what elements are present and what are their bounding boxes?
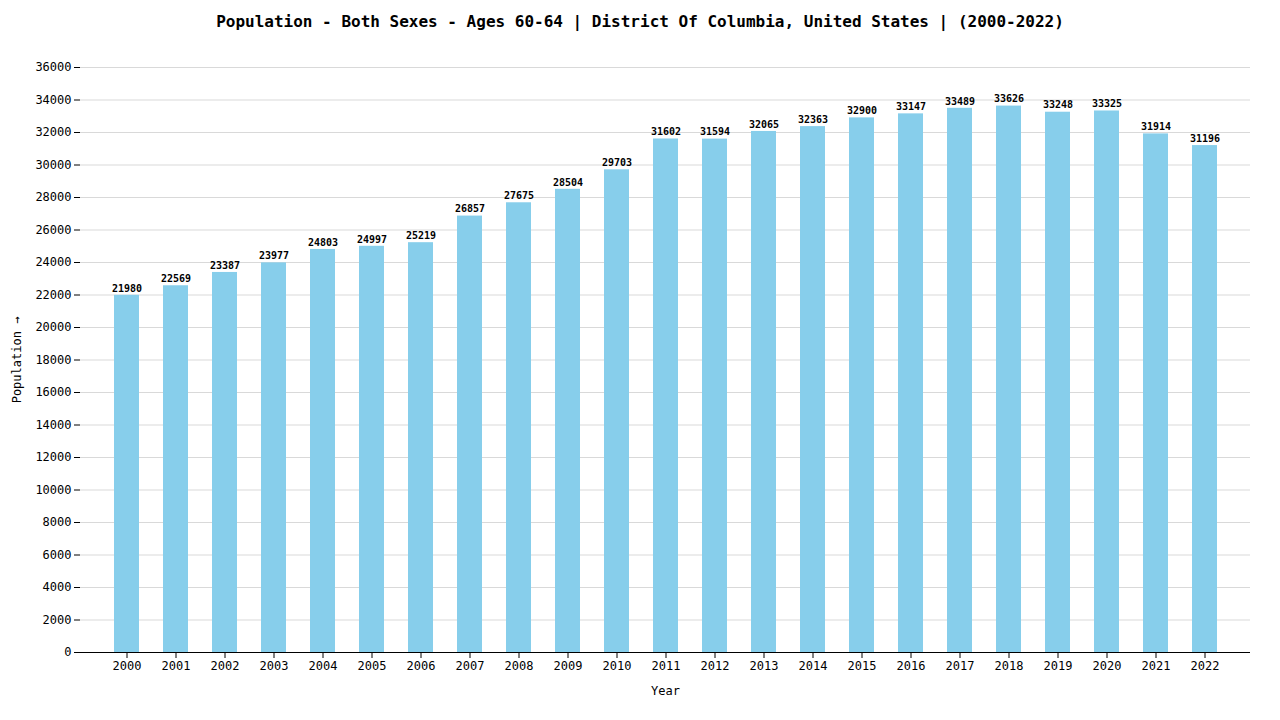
- svg-text:24803: 24803: [308, 237, 338, 248]
- svg-text:2006: 2006: [407, 659, 436, 673]
- svg-text:2004: 2004: [309, 659, 338, 673]
- svg-text:27675: 27675: [504, 190, 534, 201]
- svg-text:18000: 18000: [35, 353, 71, 367]
- svg-text:32000: 32000: [35, 125, 71, 139]
- svg-text:2021: 2021: [1142, 659, 1171, 673]
- svg-text:2009: 2009: [554, 659, 583, 673]
- html-text:Population - Both Sexes - Ages: Population - Both Sexes - Ages 60-64 | D…: [216, 12, 1064, 31]
- svg-text:30000: 30000: [35, 158, 71, 172]
- svg-text:33489: 33489: [945, 96, 975, 107]
- svg-text:2003: 2003: [260, 659, 289, 673]
- svg-text:2002: 2002: [211, 659, 240, 673]
- svg-text:6000: 6000: [43, 548, 72, 562]
- svg-text:0: 0: [64, 645, 71, 659]
- svg-text:2015: 2015: [848, 659, 877, 673]
- svg-text:2012: 2012: [701, 659, 730, 673]
- svg-text:2017: 2017: [946, 659, 975, 673]
- svg-text:4000: 4000: [43, 580, 72, 594]
- svg-text:31594: 31594: [700, 126, 730, 137]
- svg-text:31914: 31914: [1141, 121, 1171, 132]
- svg-text:26857: 26857: [455, 203, 485, 214]
- svg-text:10000: 10000: [35, 483, 71, 497]
- svg-text:33325: 33325: [1092, 98, 1122, 109]
- svg-text:12000: 12000: [35, 450, 71, 464]
- svg-text:28504: 28504: [553, 177, 583, 188]
- svg-text:2000: 2000: [113, 659, 142, 673]
- svg-text:2020: 2020: [1093, 659, 1122, 673]
- svg-text:Population →: Population →: [10, 317, 24, 404]
- svg-text:2013: 2013: [750, 659, 779, 673]
- svg-text:8000: 8000: [43, 515, 72, 529]
- svg-text:22000: 22000: [35, 288, 71, 302]
- svg-text:23977: 23977: [259, 250, 289, 261]
- svg-text:2019: 2019: [1044, 659, 1073, 673]
- svg-text:2010: 2010: [603, 659, 632, 673]
- svg-text:20000: 20000: [35, 320, 71, 334]
- svg-text:2007: 2007: [456, 659, 485, 673]
- svg-text:2008: 2008: [505, 659, 534, 673]
- svg-text:21980: 21980: [112, 283, 142, 294]
- svg-text:36000: 36000: [35, 60, 71, 74]
- svg-text:16000: 16000: [35, 385, 71, 399]
- svg-text:34000: 34000: [35, 93, 71, 107]
- svg-text:32065: 32065: [749, 119, 779, 130]
- svg-text:2022: 2022: [1191, 659, 1220, 673]
- svg-text:24000: 24000: [35, 255, 71, 269]
- svg-text:2018: 2018: [995, 659, 1024, 673]
- svg-text:2011: 2011: [652, 659, 681, 673]
- svg-text:28000: 28000: [35, 190, 71, 204]
- svg-text:2014: 2014: [799, 659, 828, 673]
- svg-text:25219: 25219: [406, 230, 436, 241]
- svg-text:31196: 31196: [1190, 133, 1220, 144]
- svg-text:24997: 24997: [357, 233, 387, 244]
- svg-text:33147: 33147: [896, 101, 926, 112]
- svg-text:26000: 26000: [35, 223, 71, 237]
- svg-text:14000: 14000: [35, 418, 71, 432]
- svg-text:31602: 31602: [651, 126, 681, 137]
- svg-text:29703: 29703: [602, 157, 632, 168]
- svg-text:2000: 2000: [43, 613, 72, 627]
- svg-text:23387: 23387: [210, 260, 240, 271]
- svg-text:Year: Year: [651, 684, 680, 698]
- svg-text:2001: 2001: [162, 659, 191, 673]
- svg-text:33626: 33626: [994, 93, 1024, 104]
- svg-text:22569: 22569: [161, 273, 191, 284]
- svg-text:2016: 2016: [897, 659, 926, 673]
- svg-text:2005: 2005: [358, 659, 387, 673]
- svg-text:33248: 33248: [1043, 99, 1073, 110]
- svg-text:32363: 32363: [798, 114, 828, 125]
- svg-text:32900: 32900: [847, 105, 877, 116]
